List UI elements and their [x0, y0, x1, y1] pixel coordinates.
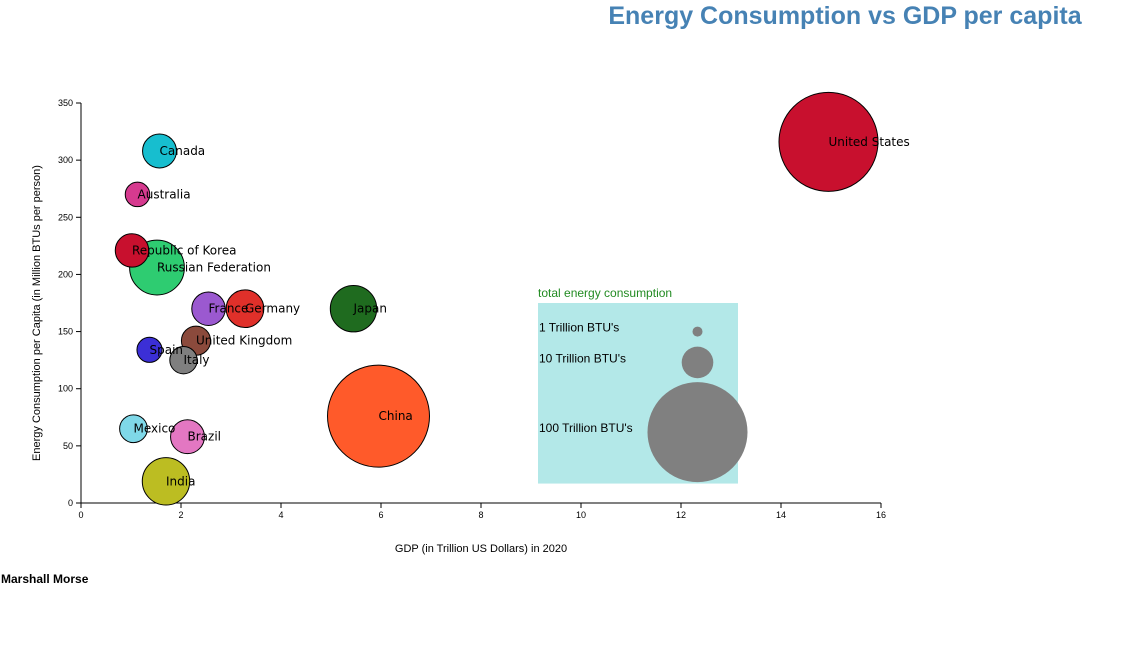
x-tick: 4	[278, 503, 284, 520]
y-tick: 200	[58, 269, 81, 279]
x-tick-label: 6	[378, 510, 383, 520]
y-tick: 100	[58, 384, 81, 394]
bubble[interactable]	[119, 414, 148, 444]
bubble[interactable]	[141, 457, 191, 506]
x-tick: 8	[478, 503, 484, 520]
y-tick: 50	[63, 441, 81, 451]
x-tick-label: 14	[776, 510, 786, 520]
chart-title: Energy Consumption vs GDP per capita	[608, 2, 1082, 30]
bubble[interactable]	[225, 289, 265, 329]
country-label: Spain	[150, 343, 184, 357]
bubble[interactable]	[169, 345, 198, 375]
x-tick: 6	[378, 503, 384, 520]
y-tick-label: 350	[58, 98, 73, 108]
legend-label: 1 Trillion BTU's	[539, 321, 619, 335]
country-label: France	[209, 302, 249, 316]
y-tick: 0	[68, 498, 81, 508]
country-label: India	[166, 474, 195, 488]
y-axis-label: Energy Consumption per Capita (in Millio…	[31, 165, 43, 461]
x-tick-label: 12	[676, 510, 686, 520]
country-label: Brazil	[188, 430, 222, 444]
bubble[interactable]	[778, 91, 879, 192]
x-tick: 14	[776, 503, 786, 520]
country-label: China	[379, 409, 413, 423]
legend-bubble	[681, 346, 714, 379]
legend-label: 100 Trillion BTU's	[539, 421, 633, 435]
x-tick-label: 2	[178, 510, 183, 520]
bubble[interactable]	[124, 181, 151, 208]
legend-label: 10 Trillion BTU's	[539, 351, 626, 365]
y-tick: 250	[58, 212, 81, 222]
x-tick: 10	[576, 503, 586, 520]
bubble[interactable]	[327, 364, 430, 468]
y-tick-label: 150	[58, 327, 73, 337]
country-label: Germany	[245, 302, 300, 316]
x-tick-label: 10	[576, 510, 586, 520]
x-axis-label: GDP (in Trillion US Dollars) in 2020	[395, 543, 567, 555]
y-tick-label: 50	[63, 441, 73, 451]
y-tick: 350	[58, 98, 81, 108]
y-tick-label: 250	[58, 212, 73, 222]
bubble-chart: 0 50 100 150 200 250 300 350 0 2 4 6 8 10 12 14 16 Ener…	[31, 91, 910, 555]
x-axis: 0 2 4 6 8 10 12 14 16	[78, 502, 886, 520]
bubble[interactable]	[142, 133, 177, 169]
y-tick-label: 0	[68, 498, 73, 508]
x-tick-label: 16	[876, 510, 886, 520]
country-label: Australia	[138, 187, 191, 201]
legend-bubble	[692, 326, 703, 337]
x-tick-label: 4	[278, 510, 283, 520]
country-label: United States	[829, 135, 910, 149]
y-tick-label: 200	[58, 269, 73, 279]
size-legend: total energy consumption 1 Trillion BTU'…	[538, 286, 748, 484]
country-label: United Kingdom	[196, 334, 292, 348]
x-tick: 12	[676, 503, 686, 520]
country-label: Mexico	[134, 422, 176, 436]
bubble[interactable]	[191, 291, 226, 326]
bubble[interactable]	[114, 233, 150, 268]
bubbles	[114, 91, 879, 506]
bubble[interactable]	[170, 419, 205, 455]
y-tick-label: 300	[58, 155, 73, 165]
x-tick: 0	[78, 503, 84, 520]
y-tick-label: 100	[58, 384, 73, 394]
y-axis: 0 50 100 150 200 250 300 350	[58, 98, 82, 508]
bubble[interactable]	[136, 336, 163, 363]
x-tick-label: 8	[478, 510, 483, 520]
country-label: Republic of Korea	[132, 243, 237, 257]
country-label: Japan	[353, 302, 387, 316]
x-tick-label: 0	[78, 510, 83, 520]
x-tick: 2	[178, 503, 184, 520]
y-tick: 300	[58, 155, 81, 165]
author-name: Marshall Morse	[1, 572, 89, 586]
x-tick: 16	[876, 503, 886, 520]
country-label: Canada	[160, 144, 206, 158]
legend-title: total energy consumption	[538, 286, 672, 300]
country-label: Italy	[184, 353, 210, 367]
y-tick: 150	[58, 327, 81, 337]
legend-bubble	[647, 382, 748, 483]
country-label: Russian Federation	[157, 261, 271, 275]
bubble[interactable]	[329, 285, 378, 333]
